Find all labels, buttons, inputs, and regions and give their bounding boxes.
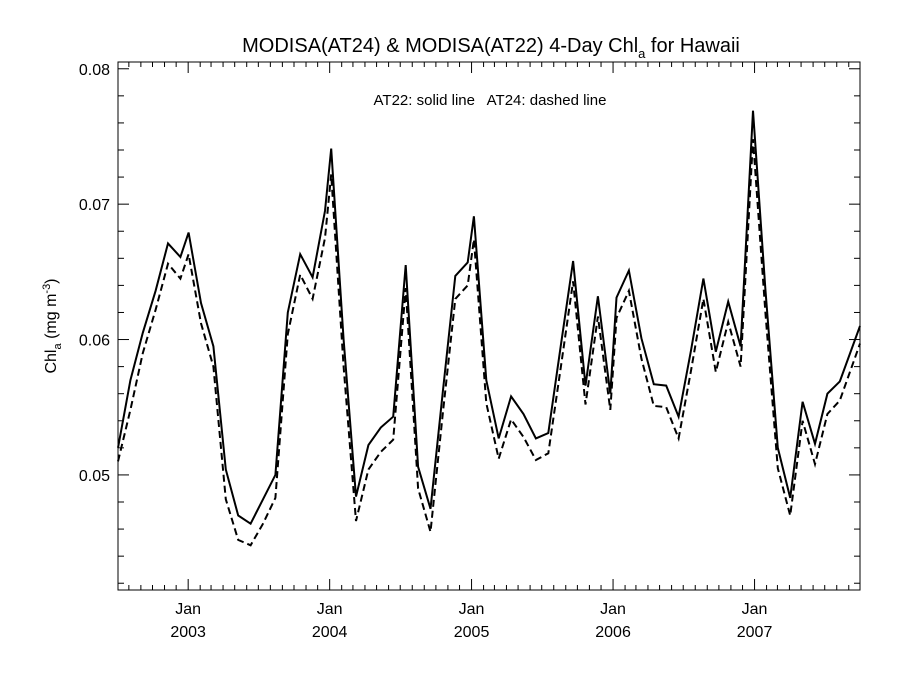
x-tick-label-year: 2004 — [312, 624, 348, 641]
x-tick-label-year: 2005 — [454, 624, 490, 641]
solid-series-line — [117, 110, 861, 526]
y-tick-label: 0.07 — [79, 197, 110, 214]
axes: 0.05 0.06 0.07 0.08 Jan 2003 Jan 2004 Jan 2005 Jan… — [79, 61, 861, 641]
x-tick-label-year: 2003 — [170, 624, 206, 641]
x-tick-label-month: Jan — [175, 601, 201, 618]
chart-title: MODISA(AT24) & MODISA(AT22) 4-Day Chla f… — [242, 35, 740, 61]
dashed-series-line — [117, 139, 861, 547]
y-tick-label: 0.05 — [79, 468, 110, 485]
x-tick-label-year: 2007 — [737, 624, 773, 641]
chart-annotation: AT22: solid line AT24: dashed line — [374, 92, 607, 109]
x-tick-label-month: Jan — [600, 601, 626, 618]
series-layer — [117, 110, 861, 547]
x-tick-label-month: Jan — [317, 601, 343, 618]
y-tick-label: 0.08 — [79, 62, 110, 79]
y-axis-label: Chla (mg m-3) — [41, 278, 64, 373]
x-tick-label-month: Jan — [459, 601, 485, 618]
x-tick-label-month: Jan — [742, 601, 768, 618]
y-tick-label: 0.06 — [79, 333, 110, 350]
x-tick-label-year: 2006 — [595, 624, 631, 641]
